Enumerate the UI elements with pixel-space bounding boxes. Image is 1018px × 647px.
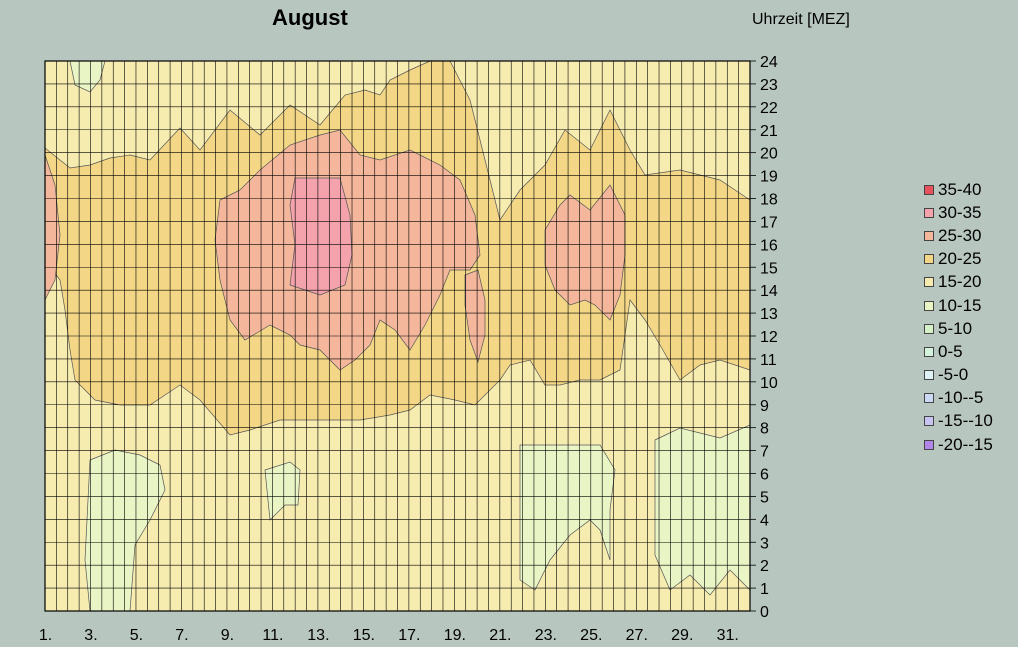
y-tick-label: 14: [760, 283, 778, 300]
x-tick-label: 13.: [307, 627, 329, 644]
legend-label: 20-25: [938, 249, 982, 269]
y-tick-label: 16: [760, 237, 778, 254]
legend-swatch: [924, 393, 934, 404]
y-tick-label: 22: [760, 100, 778, 117]
legend-item: 25-30: [924, 224, 993, 247]
x-tick-label: 9.: [221, 627, 234, 644]
legend-label: 0-5: [938, 341, 963, 361]
y-tick-label: 21: [760, 123, 778, 140]
legend-label: 30-35: [938, 202, 982, 222]
legend-swatch: [924, 254, 934, 265]
x-tick-label: 11.: [262, 627, 283, 644]
legend-swatch: [924, 207, 934, 218]
y-tick-label: 12: [760, 329, 778, 346]
legend-swatch: [924, 370, 934, 381]
x-tick-label: 23.: [535, 627, 557, 644]
y-tick-label: 17: [760, 214, 778, 231]
legend-item: 35-40: [924, 178, 993, 201]
y-tick-label: 18: [760, 192, 778, 209]
y-tick-label: 20: [760, 146, 778, 163]
x-tick-label: 19.: [444, 627, 466, 644]
legend-label: 5-10: [938, 318, 973, 338]
legend-label: -5-0: [938, 365, 969, 385]
y-tick-label: 4: [760, 512, 769, 529]
legend-label: -15--10: [938, 411, 993, 431]
y-axis-label: Uhrzeit [MEZ]: [752, 11, 850, 28]
x-tick-label: 29.: [671, 627, 693, 644]
y-tick-label: 8: [760, 421, 769, 438]
y-tick-label: 15: [760, 260, 778, 277]
legend-swatch: [924, 277, 934, 288]
y-tick-label: 11: [760, 352, 777, 369]
y-tick-label: 13: [760, 306, 778, 323]
chart-title: August: [272, 5, 348, 30]
region-10-15-d: [264, 461, 301, 521]
legend-item: 0-5: [924, 340, 993, 363]
legend-label: 15-20: [938, 272, 982, 292]
legend-label: 25-30: [938, 225, 982, 245]
legend-swatch: [924, 439, 934, 450]
y-tick-label: 19: [760, 169, 778, 186]
x-tick-label: 15.: [353, 627, 375, 644]
legend-swatch: [924, 230, 934, 241]
legend-label: 35-40: [938, 179, 982, 199]
y-tick-label: 2: [760, 558, 769, 575]
legend-item: 5-10: [924, 317, 993, 340]
legend-swatch: [924, 323, 934, 334]
region-25-30-right: [544, 184, 626, 321]
y-tick-label: 23: [760, 77, 778, 94]
x-tick-label: 7.: [175, 627, 188, 644]
legend-swatch: [924, 300, 934, 311]
region-30-35-core: [289, 177, 353, 296]
legend-item: -10--5: [924, 387, 993, 410]
y-tick-label: 6: [760, 467, 769, 484]
legend-swatch: [924, 346, 934, 357]
legend-item: 30-35: [924, 201, 993, 224]
x-tick-label: 3.: [84, 627, 97, 644]
region-10-15-b: [519, 444, 616, 591]
x-tick-label: 27.: [626, 627, 648, 644]
legend-item: 10-15: [924, 294, 993, 317]
region-10-15-a: [84, 449, 166, 612]
y-tick-label: 1: [760, 581, 769, 598]
legend-item: -20--15: [924, 433, 993, 456]
x-tick-label: 17.: [398, 627, 420, 644]
region-10-15-c: [654, 424, 751, 596]
y-tick-label: 10: [760, 375, 778, 392]
y-tick-label: 24: [760, 54, 778, 71]
x-tick-label: 5.: [130, 627, 143, 644]
x-tick-label: 31.: [717, 627, 739, 644]
legend: 35-40 30-35 25-30 20-25 15-20 10-15 5-10 0-5 -5-…: [924, 178, 993, 456]
y-tick-label: 5: [760, 489, 769, 506]
legend-swatch: [924, 416, 934, 427]
legend-item: 20-25: [924, 248, 993, 271]
legend-item: -5-0: [924, 364, 993, 387]
y-tick-label: 7: [760, 444, 769, 461]
y-tick-label: 9: [760, 398, 769, 415]
y-tick-label: 0: [760, 604, 769, 621]
y-tick-label: 3: [760, 535, 769, 552]
legend-label: -10--5: [938, 388, 984, 408]
legend-label: -20--15: [938, 434, 993, 454]
legend-item: -15--10: [924, 410, 993, 433]
legend-item: 15-20: [924, 271, 993, 294]
x-tick-label: 1.: [39, 627, 52, 644]
legend-swatch: [924, 184, 934, 195]
legend-label: 10-15: [938, 295, 982, 315]
x-tick-label: 21.: [489, 627, 511, 644]
x-axis: 1. 3. 5. 7. 9. 11. 13. 15. 17. 19. 21. 23. 25. 27. 29.…: [39, 627, 739, 644]
x-tick-label: 25.: [580, 627, 602, 644]
